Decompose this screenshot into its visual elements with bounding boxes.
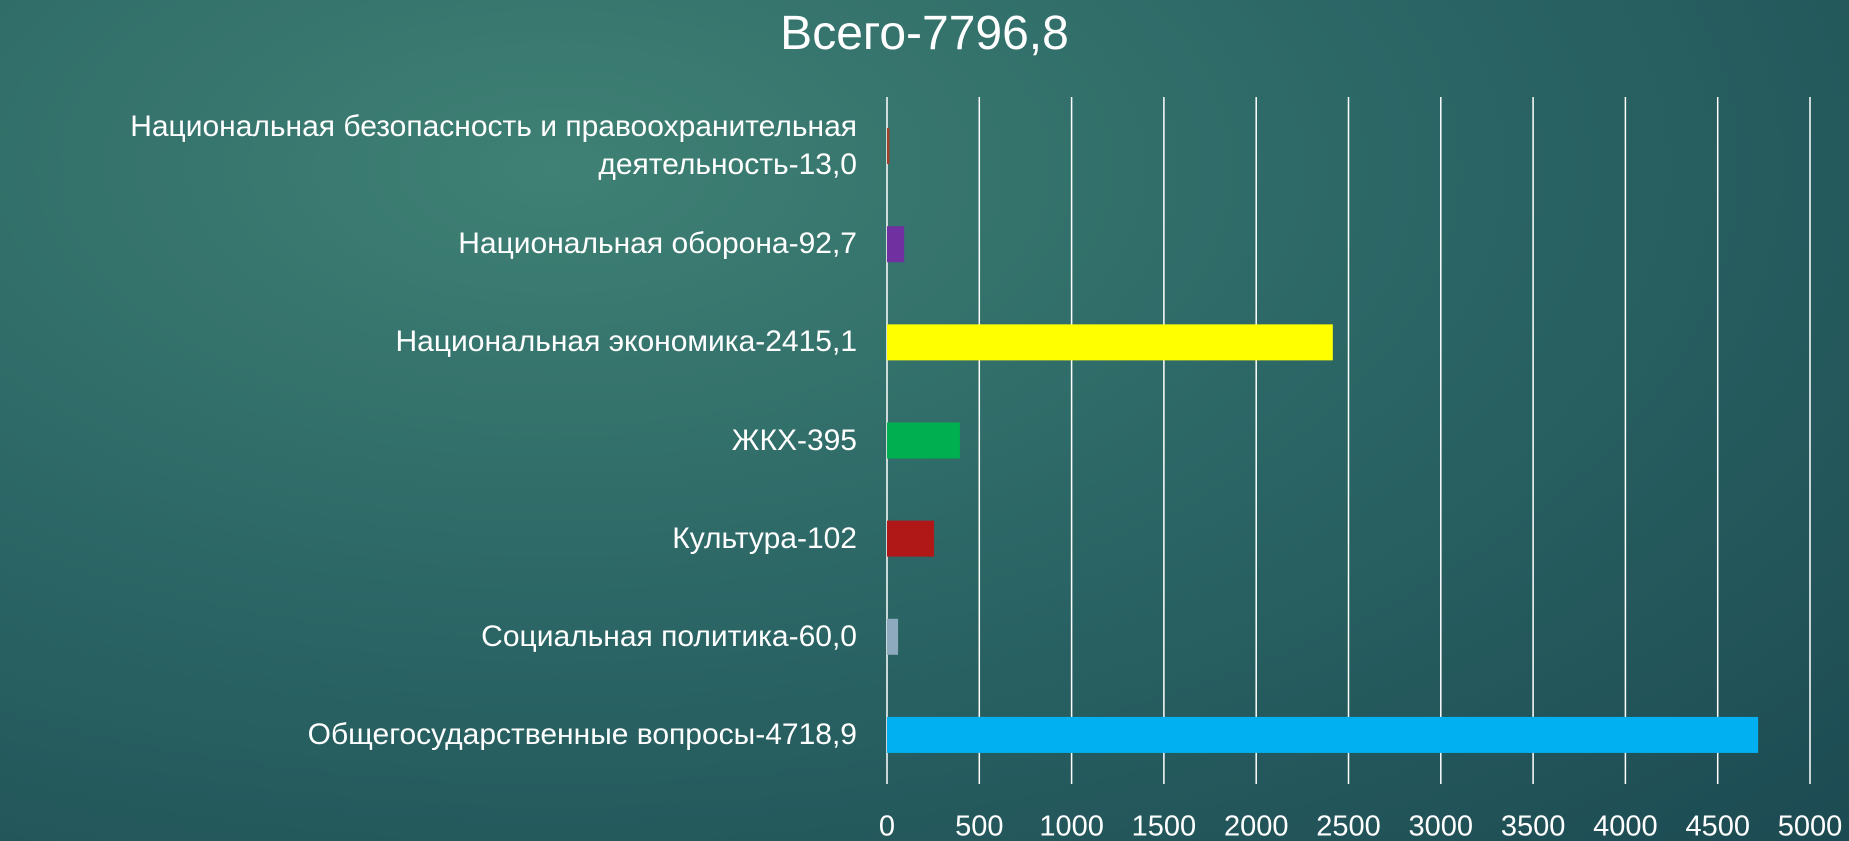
bar xyxy=(887,422,960,459)
x-tick-label: 2500 xyxy=(1316,811,1381,841)
y-tick-label: Общегосударственные вопросы-4718,9 xyxy=(307,717,857,751)
chart-title: Всего-7796,8 xyxy=(780,7,1069,60)
x-tick-label: 2000 xyxy=(1224,811,1289,841)
y-tick-label: Национальная экономика-2415,1 xyxy=(395,325,858,359)
x-tick-label: 4500 xyxy=(1685,811,1750,841)
x-tick-label: 5000 xyxy=(1778,811,1843,841)
x-tick-label: 500 xyxy=(955,811,1003,841)
y-tick-label: Национальная безопасность и правоохранит… xyxy=(130,110,857,182)
bar xyxy=(887,618,899,655)
y-tick-label: ЖКХ-395 xyxy=(731,423,857,457)
bar xyxy=(887,226,905,263)
x-tick-label: 4000 xyxy=(1593,811,1658,841)
bar xyxy=(887,128,890,165)
x-tick-label: 3500 xyxy=(1501,811,1566,841)
x-tick-label: 1500 xyxy=(1132,811,1197,841)
bar xyxy=(887,716,1759,753)
y-tick-label: Социальная политика-60,0 xyxy=(481,619,857,653)
x-tick-label: 3000 xyxy=(1409,811,1474,841)
x-tick-label: 1000 xyxy=(1039,811,1104,841)
y-tick-label: Культура-102 xyxy=(672,521,857,555)
bar xyxy=(887,324,1333,361)
bar xyxy=(887,520,935,557)
y-tick-label: Национальная оборона-92,7 xyxy=(458,227,857,261)
x-tick-label: 0 xyxy=(879,811,895,841)
